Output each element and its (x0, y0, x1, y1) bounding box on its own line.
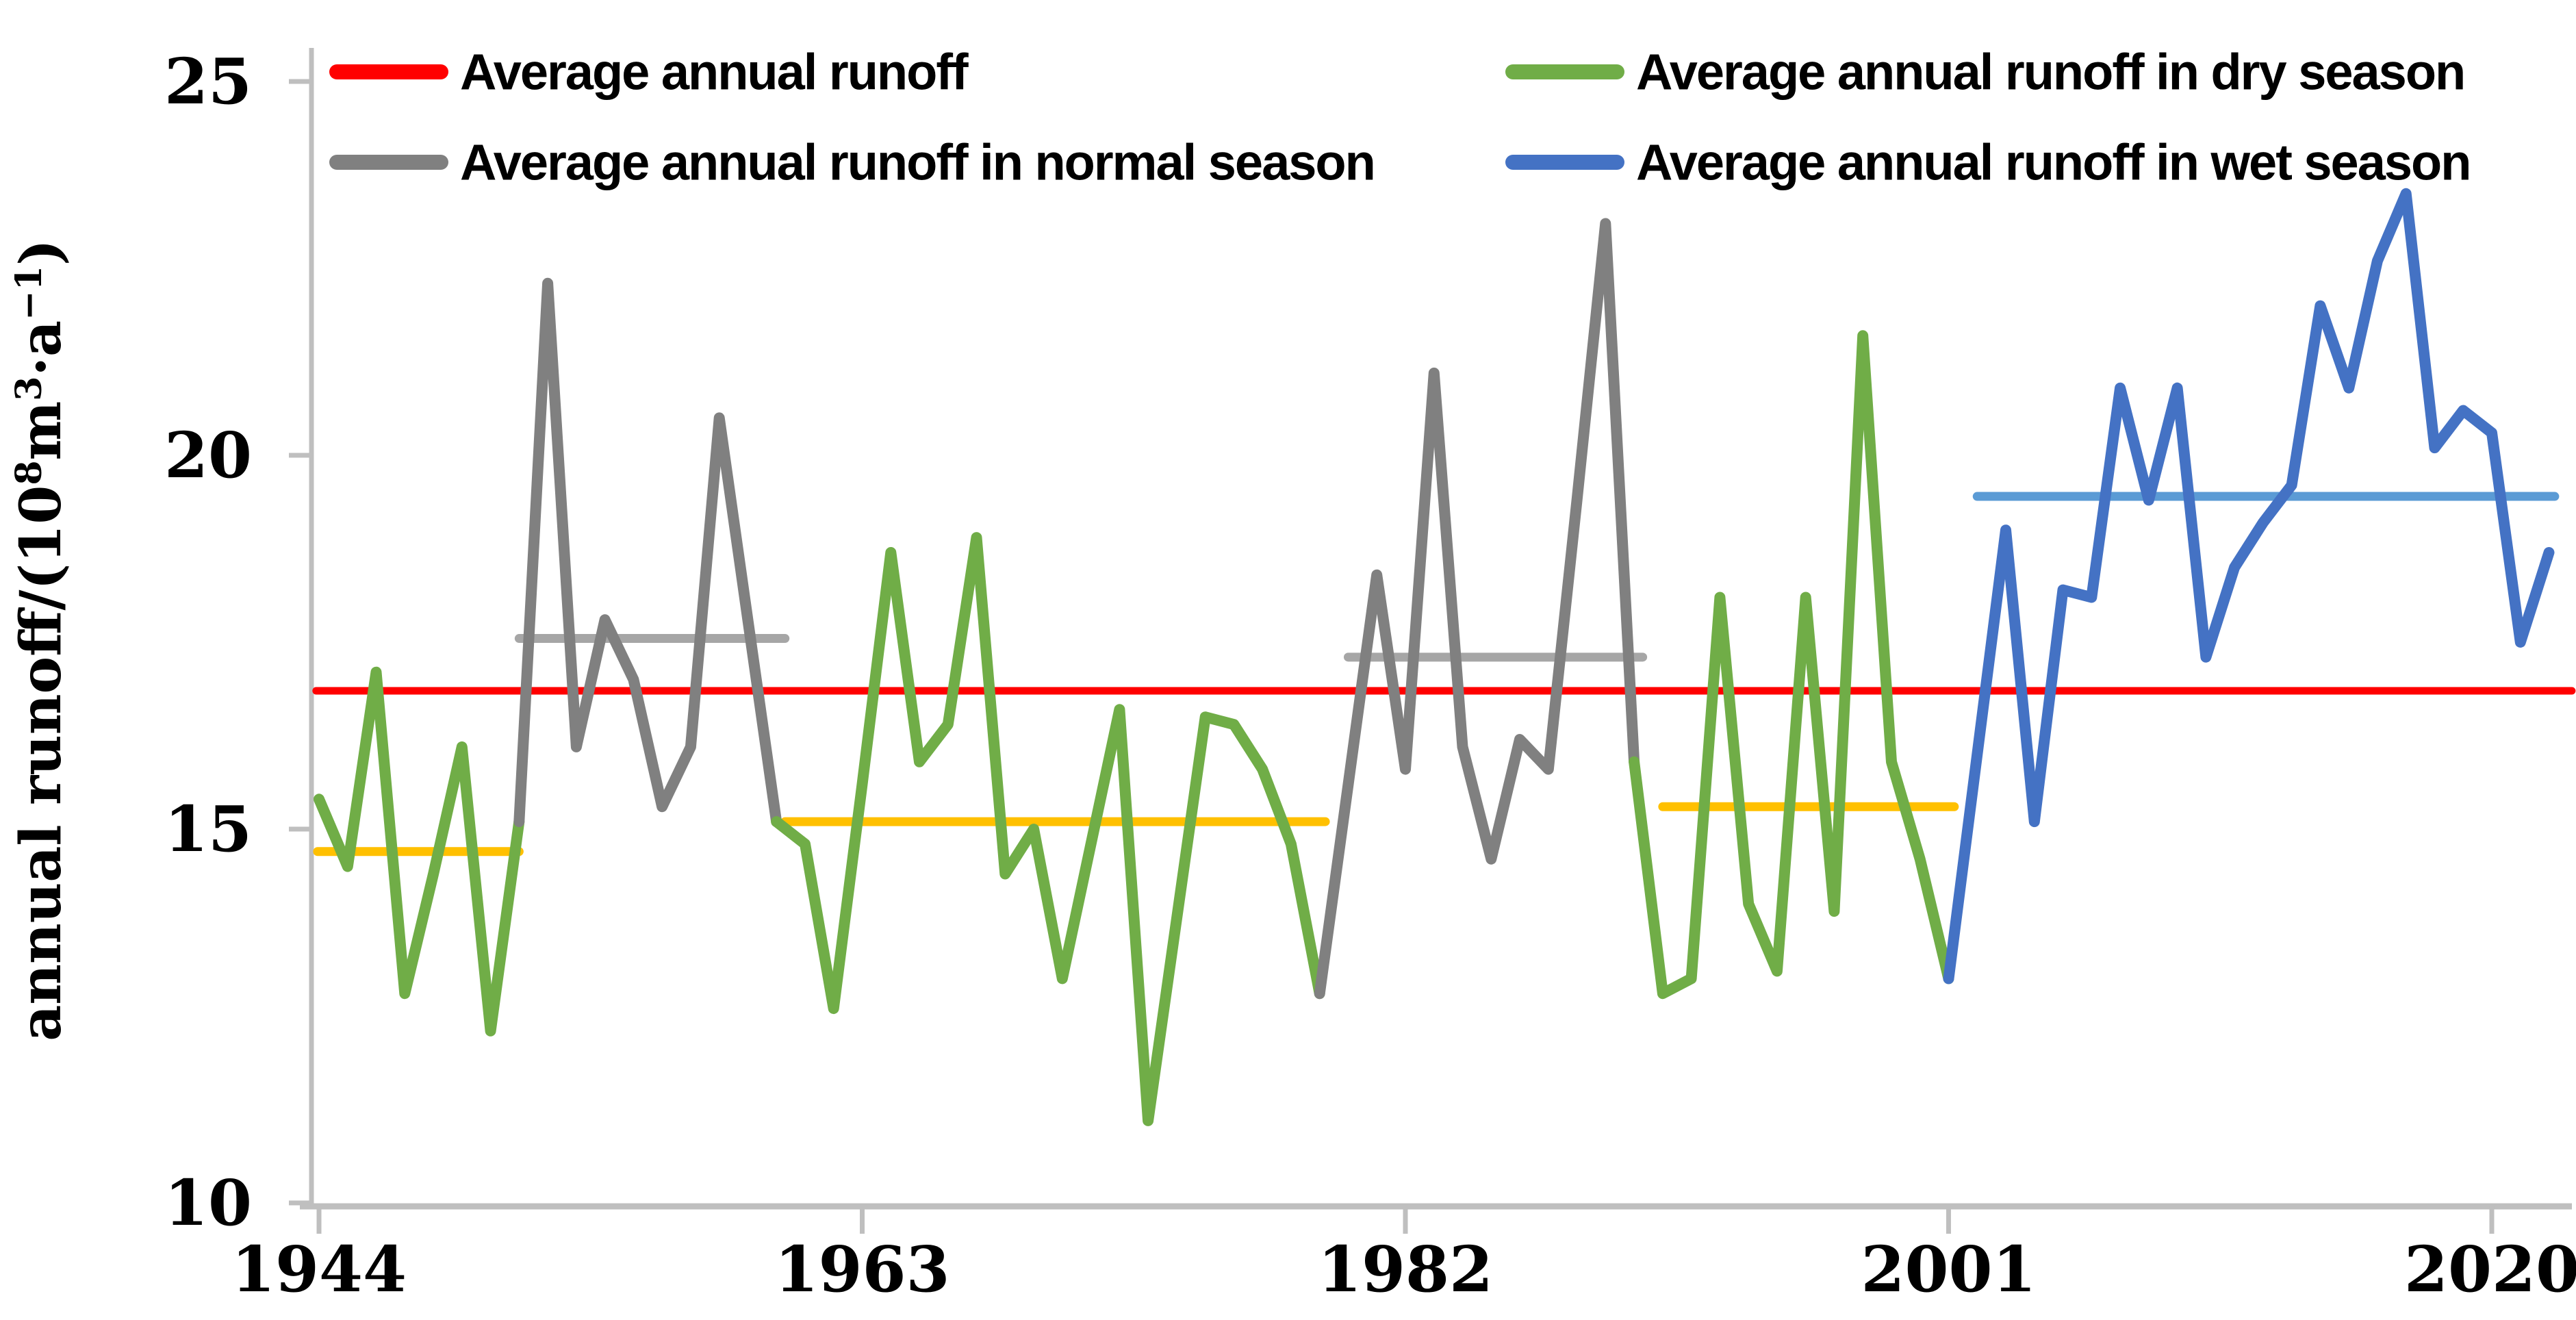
x-tick-label: 2020 (2404, 1232, 2576, 1306)
series-normal (513, 277, 782, 828)
y-tick-label: 10 (164, 1166, 252, 1240)
x-tick-label: 1963 (774, 1232, 949, 1306)
y-tick-label: 15 (164, 792, 252, 866)
series-dry (1629, 330, 1954, 1000)
legend-label: Average annual runoff in normal season (460, 134, 1375, 191)
x-tick-label: 1982 (1318, 1232, 1493, 1306)
legend-label: Average annual runoff in wet season (1636, 134, 2470, 191)
legend: Average annual runoff Average annual runo… (329, 44, 2471, 191)
y-axis-title: annual runoff/(108m3·a−1) (8, 239, 74, 1041)
series-wet (1943, 188, 2555, 985)
x-tick-label: 2001 (1861, 1232, 2036, 1306)
y-tick-label: 25 (164, 45, 252, 118)
series-normal (1314, 218, 1640, 1000)
series-dry (314, 666, 525, 1037)
y-tick-label: 20 (164, 418, 252, 492)
legend-item: Average annual runoff in dry season (1505, 44, 2466, 101)
legend-item: Average annual runoff in normal season (329, 134, 1376, 191)
legend-item: Average annual runoff (329, 44, 970, 101)
series-dry (771, 532, 1325, 1126)
x-tick-label: 1944 (231, 1232, 407, 1306)
legend-label: Average annual runoff (460, 44, 969, 101)
legend-label: Average annual runoff in dry season (1636, 44, 2464, 101)
legend-item: Average annual runoff in wet season (1505, 134, 2471, 191)
